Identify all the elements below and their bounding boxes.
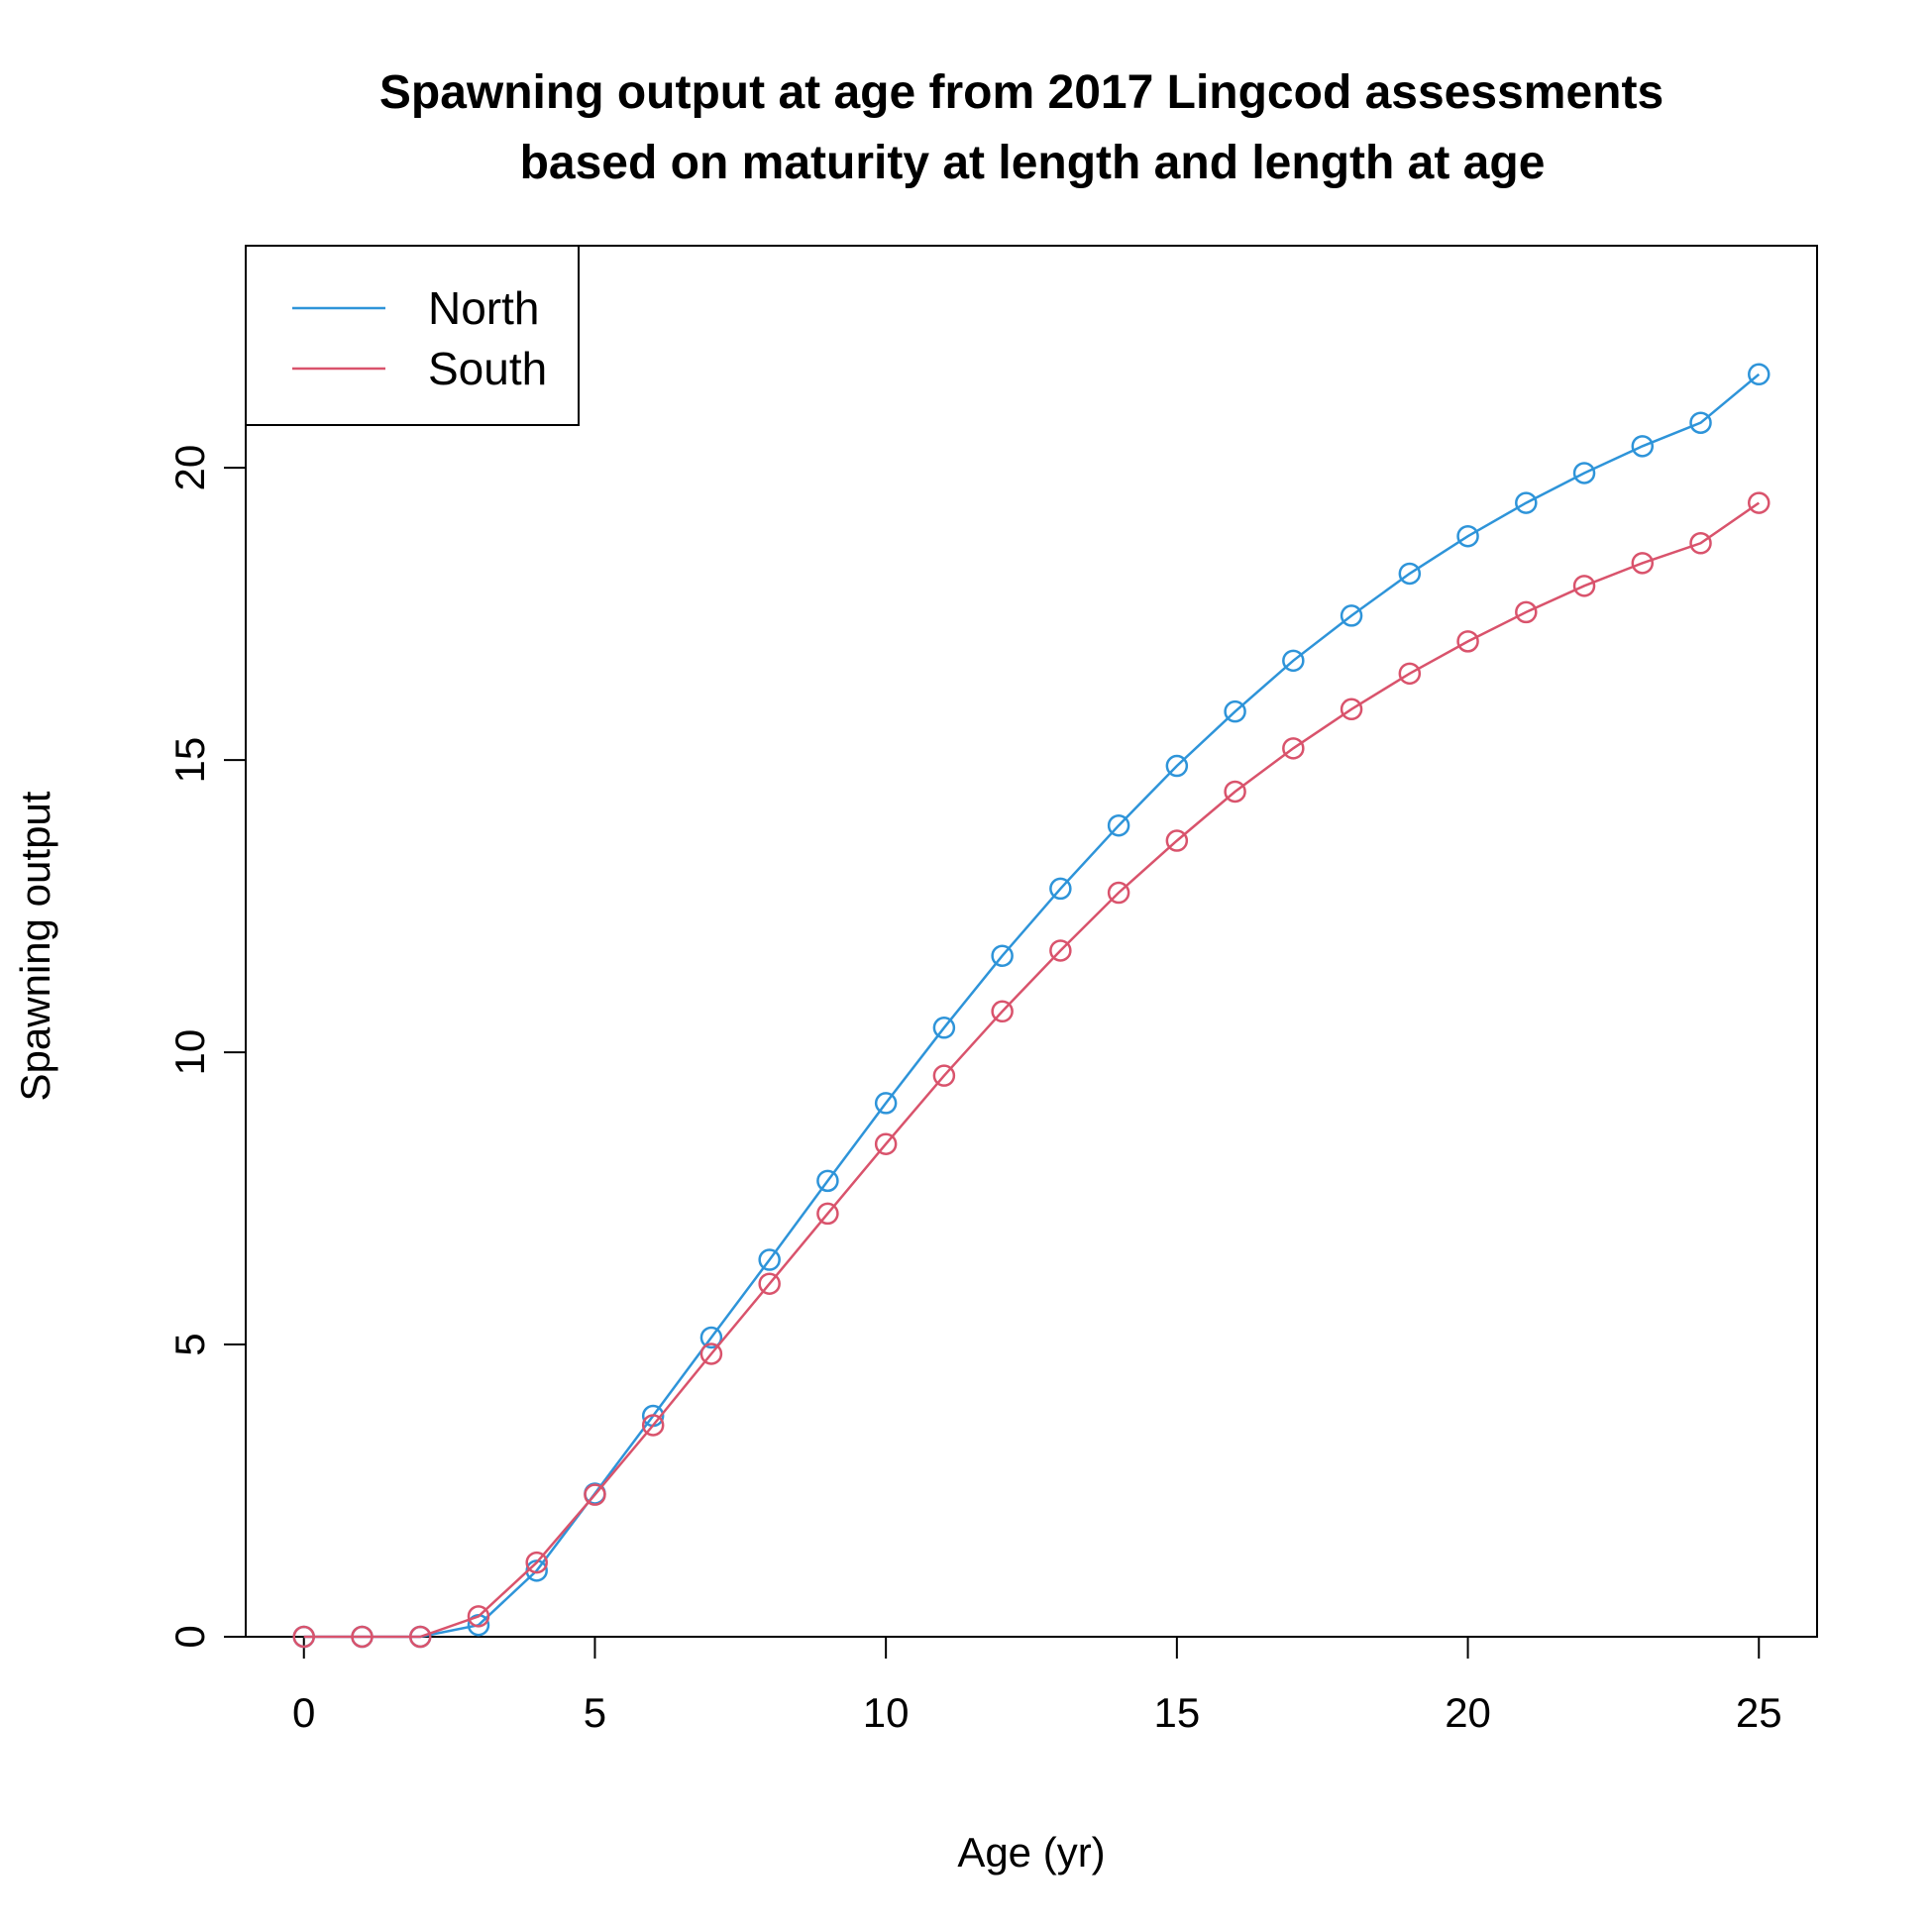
data-point — [1572, 462, 1596, 484]
data-point — [1224, 699, 1246, 723]
data-point — [699, 1326, 723, 1349]
series-north — [292, 363, 1771, 1649]
x-tick-label: 20 — [1445, 1689, 1491, 1736]
data-point — [1107, 813, 1130, 837]
y-tick-label: 15 — [166, 737, 213, 784]
data-point — [1224, 780, 1246, 804]
data-point — [1282, 649, 1305, 673]
y-tick-label: 0 — [166, 1625, 213, 1648]
series-line — [303, 501, 1761, 1639]
x-axis-label: Age (yr) — [957, 1829, 1105, 1876]
data-point — [408, 1625, 432, 1649]
data-point — [1689, 411, 1712, 434]
data-point — [1282, 737, 1305, 760]
data-point — [641, 1414, 665, 1437]
data-point — [1340, 604, 1363, 627]
legend-label: South — [428, 343, 547, 394]
data-point — [874, 1132, 898, 1155]
axes: 0 5 10 15 20 25 0 5 10 15 20 — [166, 245, 1818, 1736]
data-point — [1515, 491, 1538, 514]
data-point — [1165, 754, 1189, 778]
data-point — [816, 1202, 839, 1226]
data-point — [467, 1605, 490, 1628]
x-tick-label: 25 — [1736, 1689, 1782, 1736]
data-point — [1515, 600, 1538, 624]
y-tick-label: 10 — [166, 1029, 213, 1076]
data-point — [932, 1017, 956, 1039]
data-point — [1456, 630, 1479, 653]
data-point — [525, 1551, 548, 1574]
data-point — [351, 1625, 374, 1649]
data-point — [1165, 829, 1189, 852]
data-point — [292, 1625, 315, 1649]
data-point — [1689, 532, 1712, 555]
data-point — [1631, 435, 1655, 458]
data-point — [816, 1169, 839, 1193]
series-line — [303, 373, 1761, 1639]
data-point — [1631, 552, 1655, 575]
data-point — [932, 1064, 956, 1087]
data-point — [1572, 575, 1596, 597]
data-point — [1107, 881, 1130, 905]
x-tick-label: 15 — [1153, 1689, 1200, 1736]
series-layer — [292, 363, 1771, 1649]
data-point — [1456, 524, 1479, 548]
data-point — [758, 1248, 781, 1271]
data-point — [1049, 877, 1072, 901]
data-point — [991, 944, 1014, 967]
data-point — [1748, 491, 1771, 514]
chart-subtitle: based on maturity at length and length a… — [520, 137, 1546, 189]
data-point — [584, 1483, 606, 1506]
plot-frame — [245, 245, 1818, 1638]
data-point — [1748, 363, 1771, 386]
legend-label: North — [428, 282, 539, 334]
chart-title: Spawning output at age from 2017 Lingcod… — [379, 66, 1664, 119]
data-point — [1340, 698, 1363, 721]
y-axis-label: Spawning output — [12, 791, 58, 1101]
y-tick-label: 5 — [166, 1333, 213, 1355]
data-point — [1049, 939, 1072, 962]
x-tick-label: 5 — [584, 1689, 606, 1736]
legend-box — [245, 245, 580, 426]
data-point — [758, 1272, 781, 1295]
x-tick-label: 0 — [292, 1689, 315, 1736]
x-tick-label: 10 — [863, 1689, 910, 1736]
series-south — [292, 491, 1771, 1649]
y-tick-label: 20 — [166, 445, 213, 491]
data-point — [874, 1092, 898, 1115]
data-point — [1398, 662, 1422, 686]
data-point — [699, 1342, 723, 1365]
data-point — [991, 1000, 1014, 1023]
data-point — [1398, 562, 1422, 586]
legend: North South — [245, 245, 580, 426]
